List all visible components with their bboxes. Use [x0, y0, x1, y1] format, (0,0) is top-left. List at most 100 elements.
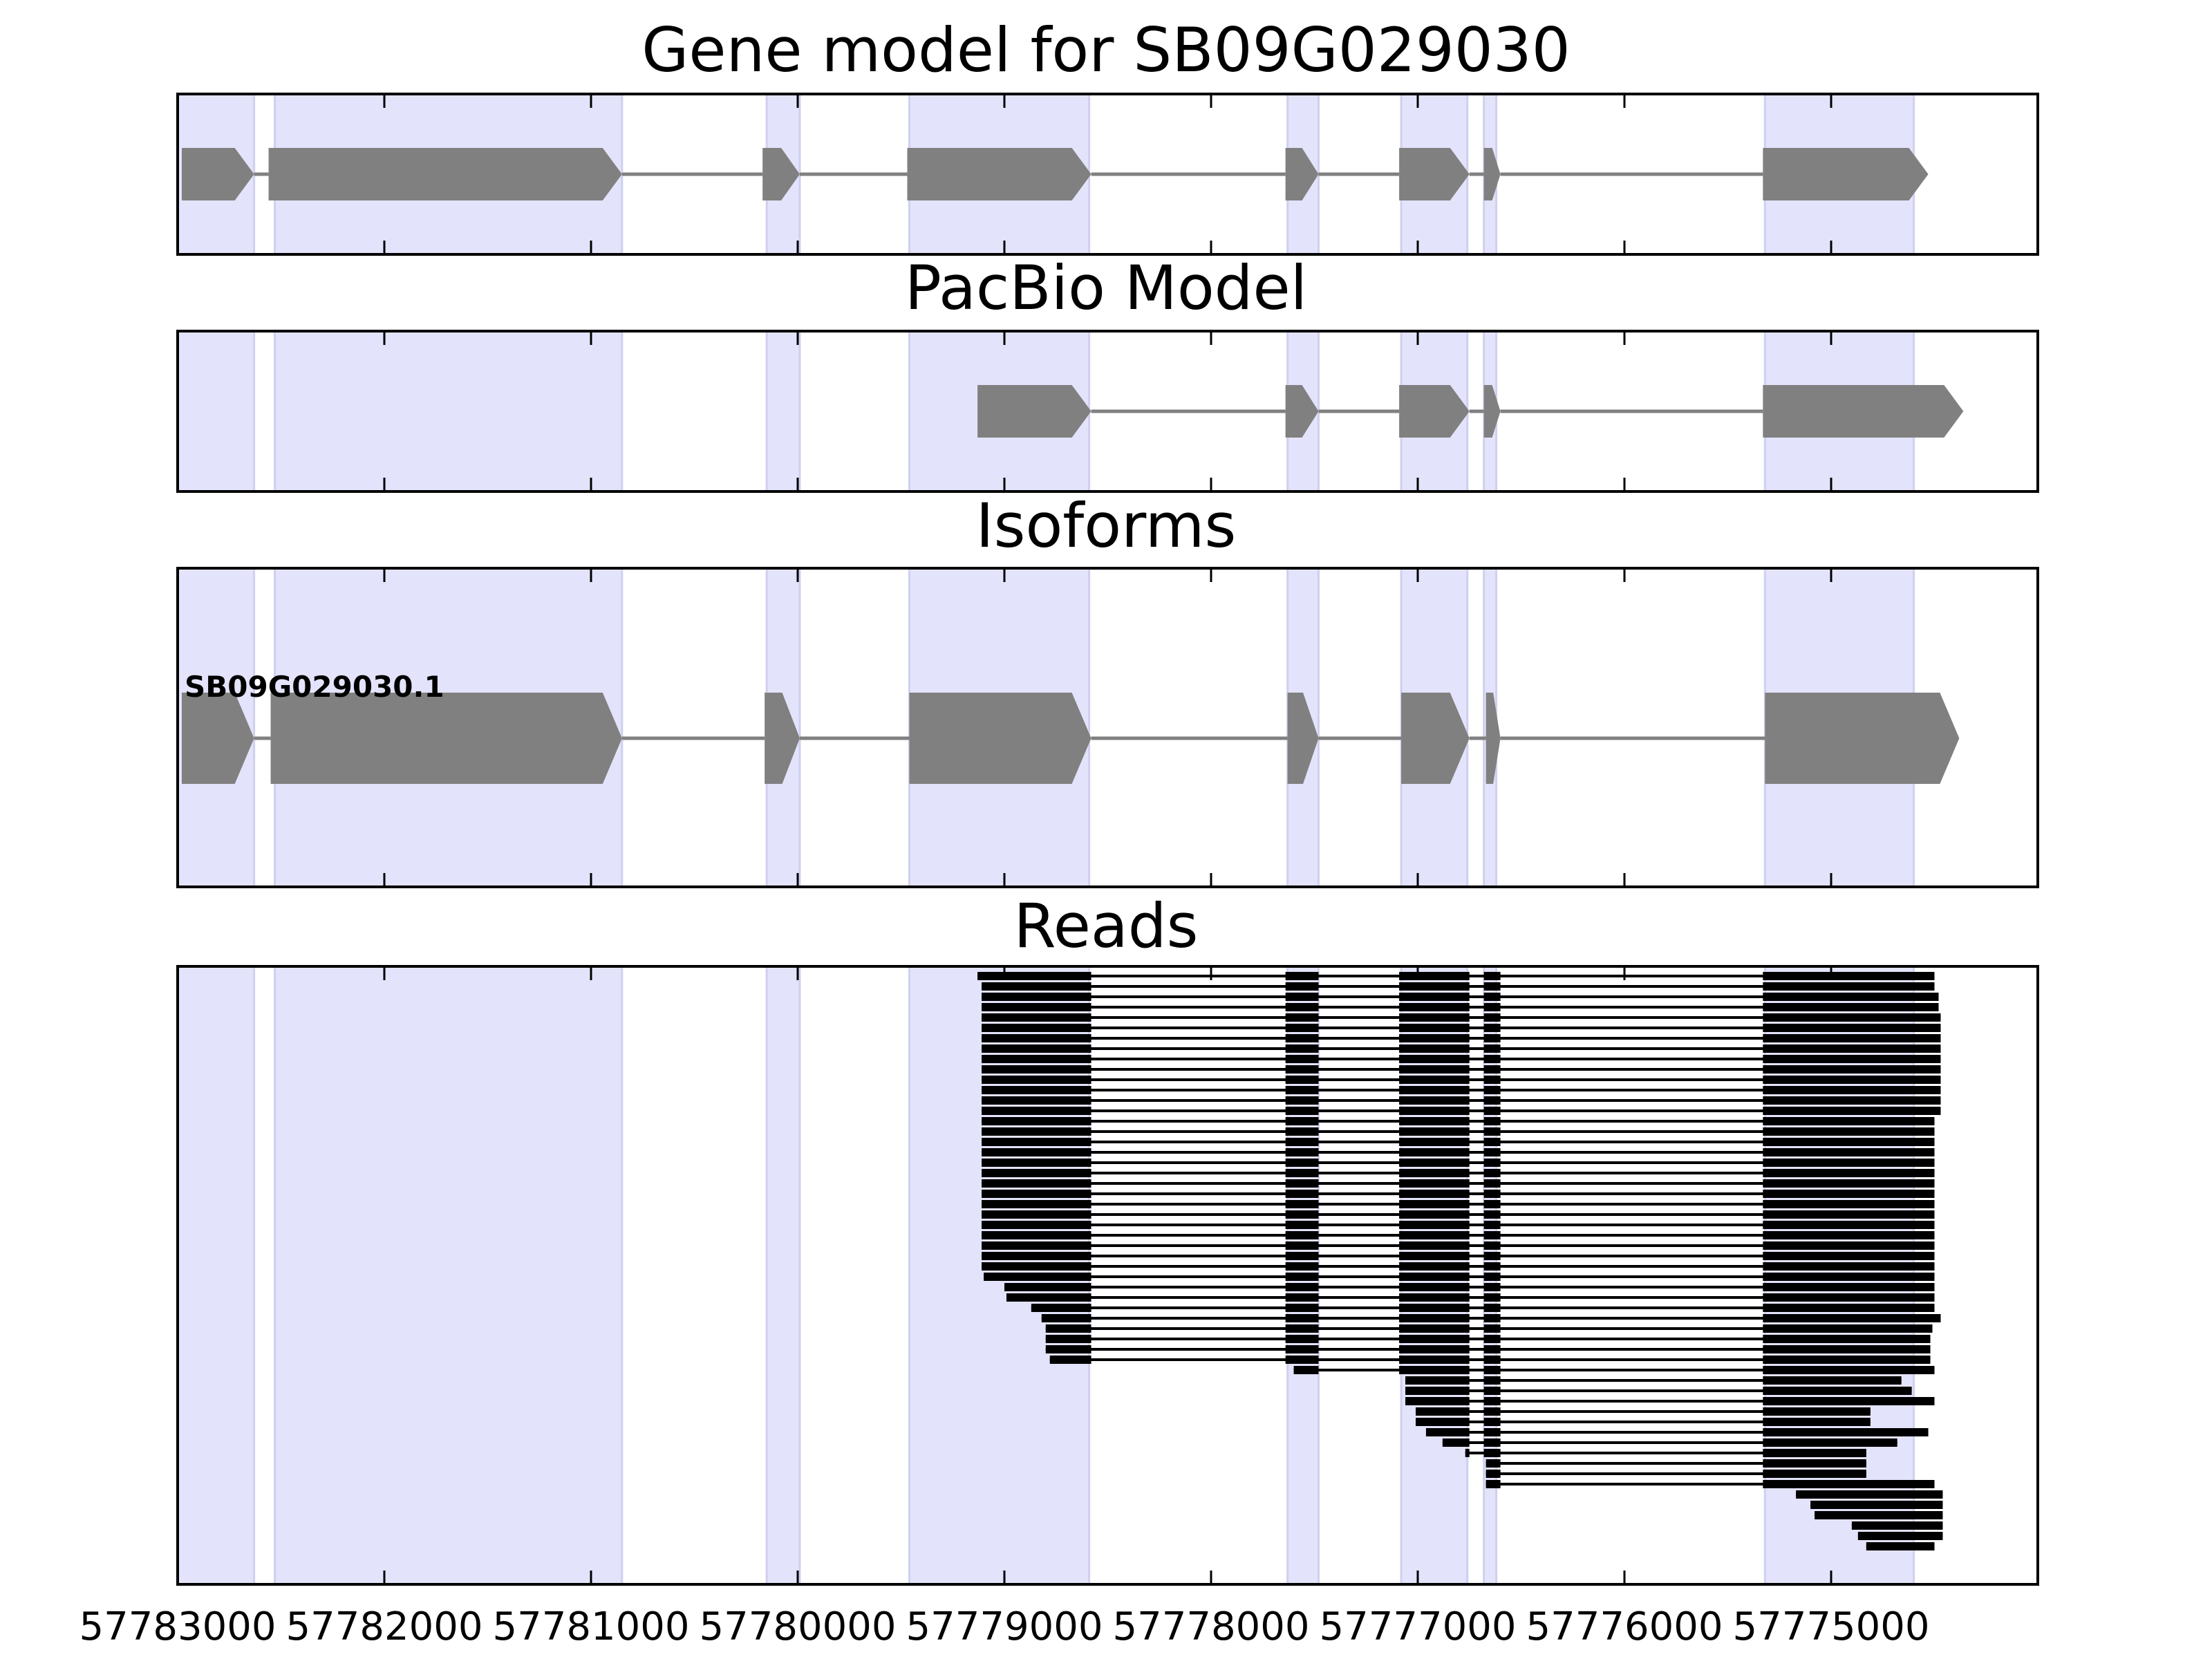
read-block [1483, 1086, 1501, 1094]
read-block [982, 1013, 1091, 1022]
read-block [1483, 1231, 1501, 1239]
highlight-region [274, 965, 624, 1586]
read-block [1763, 1324, 1933, 1333]
read-block [982, 1221, 1091, 1229]
read-block [1763, 1376, 1902, 1385]
read-block [1399, 1335, 1470, 1343]
x-tick-label: 57779000 [906, 1604, 1103, 1649]
read-block [1399, 1345, 1470, 1353]
read-block [1857, 1532, 1943, 1540]
read-block [1763, 1428, 1929, 1436]
read-block [1285, 1179, 1319, 1188]
read-block [1763, 1065, 1941, 1074]
read-block [1285, 1293, 1319, 1302]
read-block [1399, 1107, 1470, 1115]
read-block [1399, 1024, 1470, 1032]
read-block [1399, 982, 1470, 991]
read-block [1285, 1076, 1319, 1084]
read-block [1483, 1314, 1501, 1322]
read-block [1285, 1252, 1319, 1260]
read-block [1399, 1179, 1470, 1188]
read-block [1399, 1314, 1470, 1322]
read-block [1763, 1407, 1871, 1416]
read-block [1763, 1107, 1941, 1115]
read-block [1399, 1366, 1470, 1374]
read-block [982, 1107, 1091, 1115]
read-block [1285, 1127, 1319, 1136]
exon [1485, 693, 1501, 784]
read-block [982, 1190, 1091, 1198]
read-block [1399, 1293, 1470, 1302]
read-block [1405, 1397, 1470, 1405]
x-tick-label: 57775000 [1732, 1604, 1929, 1649]
read-block [1399, 1065, 1470, 1074]
read-block [1045, 1335, 1091, 1343]
exon [1285, 148, 1319, 200]
read-block [1006, 1293, 1091, 1302]
read-block [1483, 1117, 1501, 1125]
read-block [982, 1034, 1091, 1042]
read-block [1483, 1293, 1501, 1302]
read-block [1763, 1356, 1931, 1364]
read-block [1285, 972, 1319, 980]
read-block [1399, 1241, 1470, 1250]
reads-panel [176, 965, 2039, 1586]
axes-frame [176, 93, 2039, 256]
exon [1763, 148, 1929, 200]
read-block [1399, 1148, 1470, 1156]
read-block [982, 1076, 1091, 1084]
read-block [1763, 1293, 1935, 1302]
read-block [1763, 1273, 1935, 1281]
read-block [982, 1262, 1091, 1271]
read-block [1285, 1345, 1319, 1353]
read-block [1483, 1159, 1501, 1167]
exon [1765, 693, 1960, 784]
read-block [1763, 1470, 1866, 1478]
read-block [1483, 1428, 1501, 1436]
read-block [1285, 1262, 1319, 1271]
read-block [1483, 1283, 1501, 1291]
read-block [1483, 972, 1501, 980]
read-block [982, 1003, 1091, 1011]
read-block [1293, 1366, 1319, 1374]
read-block [1285, 1356, 1319, 1364]
read-block [1483, 1376, 1501, 1385]
read-block [982, 1138, 1091, 1146]
read-block [1483, 1127, 1501, 1136]
read-block [1483, 1044, 1501, 1053]
read-block [1285, 1086, 1319, 1094]
read-block [1285, 982, 1319, 991]
read-block [1483, 1076, 1501, 1084]
read-block [1285, 1210, 1319, 1219]
read-block [1763, 1366, 1935, 1374]
read-block [1483, 1221, 1501, 1229]
read-block [982, 1159, 1091, 1167]
read-block [1483, 1034, 1501, 1042]
read-block [1763, 1076, 1941, 1084]
read-block [982, 1117, 1091, 1125]
x-tick-label: 57778000 [1112, 1604, 1309, 1649]
read-block [1763, 1200, 1935, 1208]
panel-title-gene-model: Gene model for SB09G029030 [641, 15, 1571, 86]
read-block [1763, 972, 1935, 980]
read-block [1483, 1096, 1501, 1105]
read-block [982, 1148, 1091, 1156]
read-block [1763, 1480, 1935, 1488]
read-block [1763, 1397, 1935, 1405]
read-block [1763, 1449, 1866, 1457]
read-block [1399, 993, 1470, 1001]
read-block [1285, 1034, 1319, 1042]
x-tick-label: 57776000 [1526, 1604, 1723, 1649]
read-block [1763, 1138, 1935, 1146]
read-block [1763, 1459, 1866, 1468]
read-block [1483, 1366, 1501, 1374]
read-block [1399, 1221, 1470, 1229]
read-block [1483, 1013, 1501, 1022]
read-block [1405, 1376, 1470, 1385]
read-block [1483, 1200, 1501, 1208]
read-block [1483, 982, 1501, 991]
read-block [982, 1252, 1091, 1260]
read-block [1483, 1438, 1501, 1447]
read-block [1763, 1034, 1941, 1042]
